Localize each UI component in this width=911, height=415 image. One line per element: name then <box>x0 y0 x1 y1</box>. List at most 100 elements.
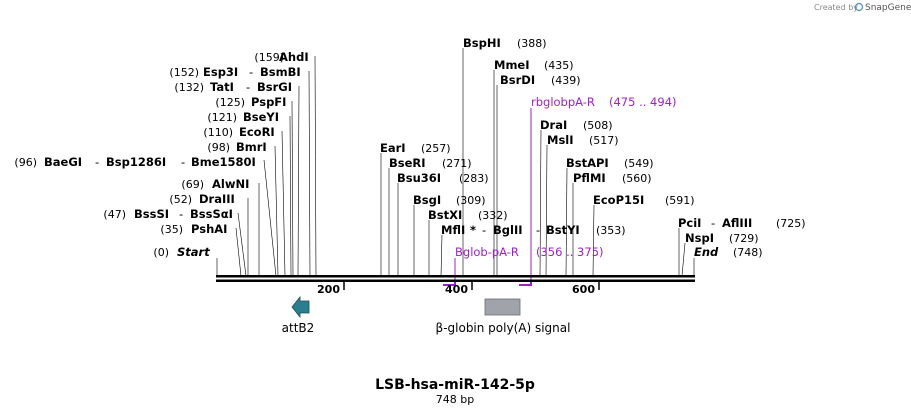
site-alwni-pos: (69) <box>181 178 204 191</box>
leader-drai <box>539 129 542 277</box>
map-title: LSB-hsa-miR-142-5p <box>375 377 535 393</box>
site-bsrdi-name: BsrDI <box>500 73 535 87</box>
leader-pshai <box>235 227 242 277</box>
site-mfli-dash: - <box>482 223 486 237</box>
leader-bsssi <box>237 212 247 277</box>
site-mfli-name: MflI <box>441 223 465 237</box>
primer-bglob-pa-r-range: (356 .. 375) <box>536 245 604 259</box>
site-bsrgi-name: BsrGI <box>257 80 292 94</box>
site-baegi-name: BaeGI <box>44 155 82 169</box>
site-alwni-name: AlwNI <box>212 177 249 191</box>
site-pshai-pos: (35) <box>160 223 183 236</box>
feature-attb2-label: attB2 <box>282 321 315 335</box>
leader-mfli <box>440 234 443 277</box>
site-baegi-dash: - <box>95 155 99 169</box>
site-ecori-pos: (110) <box>203 126 233 139</box>
leader-bseyi <box>289 115 292 277</box>
site-bmri-pos: (98) <box>207 141 230 154</box>
leader-ahdi <box>314 55 317 277</box>
site-pspfi-name: PspFI <box>251 95 286 109</box>
feature-attb2[interactable]: attB2 <box>282 295 315 335</box>
site-mmei-pos: (435) <box>544 59 574 72</box>
site-esp3i-dash: - <box>249 65 253 79</box>
site-bstapi-name: BstAPI <box>566 156 609 170</box>
tick-label-600: 600 <box>572 283 595 296</box>
site-bsssi-pos: (47) <box>103 208 126 221</box>
polya-signal-box <box>484 298 521 316</box>
site-pcii-name: PciI <box>678 216 701 230</box>
tick-label-200: 200 <box>317 283 340 296</box>
site-bseyi-pos: (121) <box>207 111 237 124</box>
site-ecop15i-name: EcoP15I <box>593 193 644 207</box>
site-bsphi-pos: (388) <box>517 37 547 50</box>
site-bseri-name: BseRI <box>389 156 426 170</box>
site-bstxi-name: BstXI <box>428 208 462 222</box>
leader-ecop15i <box>592 204 595 277</box>
primer-bglob-pa-r-name: Bglob-pA-R <box>455 245 519 259</box>
site-tati-dash: - <box>246 80 250 94</box>
site-bsgi-name: BsgI <box>413 193 441 207</box>
site-bsssi-dash: - <box>179 207 183 221</box>
site-start-pos: (0) <box>153 246 169 259</box>
site-afliii-name: AflIII <box>722 216 752 230</box>
site-bstyi-name: BstYI <box>546 223 580 237</box>
site-pshai-name: PshAI <box>191 222 227 236</box>
site-leader-lines <box>216 48 695 277</box>
site-mfli-star: * <box>470 223 476 237</box>
feature-polya-label: β-globin poly(A) signal <box>436 321 571 335</box>
site-ahdi-pos: (159) <box>254 51 284 64</box>
site-nspi-name: NspI <box>685 231 714 245</box>
site-bstapi-pos: (549) <box>624 157 654 170</box>
leader-ecori <box>281 130 286 277</box>
site-bsssai-name: BssSαI <box>190 207 233 221</box>
site-labels-left: (159) AhdI (152) Esp3I - BsmBI (132) Tat… <box>14 50 308 259</box>
site-esp3i-name: Esp3I <box>203 65 238 79</box>
site-pcii-pos: (725) <box>776 217 806 230</box>
leader-esp3i <box>308 70 311 277</box>
site-bstyi-pos: (353) <box>596 224 626 237</box>
primer-rbglobpa-r-name: rbglobpA-R <box>531 95 595 109</box>
map-length: 748 bp <box>436 393 474 406</box>
site-draiii-pos: (52) <box>169 193 192 206</box>
site-ecori-name: EcoRI <box>239 125 275 139</box>
site-bsmbi-name: BsmBI <box>260 65 301 79</box>
site-msli-name: MslI <box>547 133 574 147</box>
site-bsphi-name: BspHI <box>463 36 501 50</box>
site-labels-right: PciI - AflIII (725) NspI (729) End (748) <box>678 216 806 259</box>
site-pspfi-pos: (125) <box>215 96 245 109</box>
site-nspi-pos: (729) <box>729 232 759 245</box>
watermark-brand: SnapGene <box>865 3 911 13</box>
site-pflmi-pos: (560) <box>622 172 652 185</box>
site-baegi-pos: (96) <box>14 156 37 169</box>
ruler-ticks: 200 400 600 <box>317 282 600 296</box>
site-end-name: End <box>694 245 719 259</box>
site-esp3i-pos: (152) <box>169 66 199 79</box>
leader-nspi <box>681 242 686 277</box>
snapgene-watermark: Created by SnapGene <box>814 2 911 13</box>
site-pflmi-name: PflMI <box>573 171 606 185</box>
site-bsp1286i-name: Bsp1286I <box>106 155 166 169</box>
site-end-pos: (748) <box>733 246 763 259</box>
site-baegi-dash2: - <box>181 155 185 169</box>
sequence-backbone <box>216 275 695 282</box>
leader-bmri <box>274 145 279 277</box>
site-bsrdi-pos: (439) <box>551 74 581 87</box>
site-eari-pos: (257) <box>421 142 451 155</box>
site-eari-name: EarI <box>380 141 406 155</box>
site-bme1580i-name: Bme1580I <box>191 155 256 169</box>
site-bsgi-pos: (309) <box>456 194 486 207</box>
site-tati-pos: (132) <box>174 81 204 94</box>
map-title-block: LSB-hsa-miR-142-5p 748 bp <box>375 377 535 406</box>
site-bsu36i-pos: (283) <box>459 172 489 185</box>
site-drai-name: DraI <box>540 118 567 132</box>
site-ahdi-name: AhdI <box>279 50 309 64</box>
site-mmei-name: MmeI <box>494 58 530 72</box>
leader-tati <box>297 85 300 277</box>
site-tati-name: TatI <box>210 80 234 94</box>
feature-polya-signal[interactable]: β-globin poly(A) signal <box>436 298 571 335</box>
site-drai-pos: (508) <box>583 119 613 132</box>
site-labels-middle: BspHI (388) MmeI (435) BsrDI (439) EarI … <box>380 36 695 237</box>
site-msli-pos: (517) <box>589 134 619 147</box>
snapgene-logo-icon <box>854 2 864 12</box>
